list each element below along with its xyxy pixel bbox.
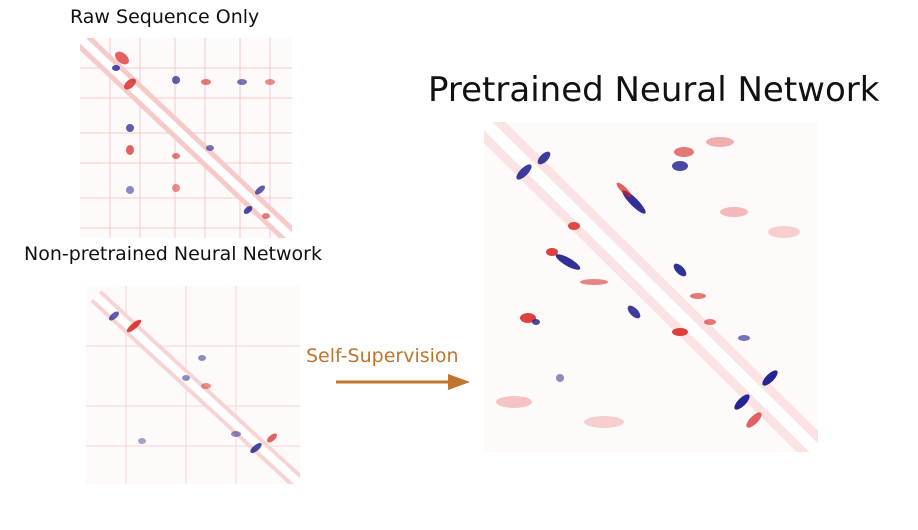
self-supervision-label: Self-Supervision [306,345,459,367]
raw-map-svg [80,38,292,238]
raw-sequence-contact-map [80,38,292,238]
non-pretrained-map-svg [86,286,300,484]
pretrained-map-svg [484,122,818,452]
non-pretrained-contact-map [86,286,300,484]
non-pretrained-title: Non-pretrained Neural Network [24,243,322,265]
self-supervision-arrow-icon [336,370,472,394]
pretrained-contact-map [484,122,818,452]
raw-sequence-title: Raw Sequence Only [70,6,260,28]
pretrained-title: Pretrained Neural Network [428,70,880,110]
